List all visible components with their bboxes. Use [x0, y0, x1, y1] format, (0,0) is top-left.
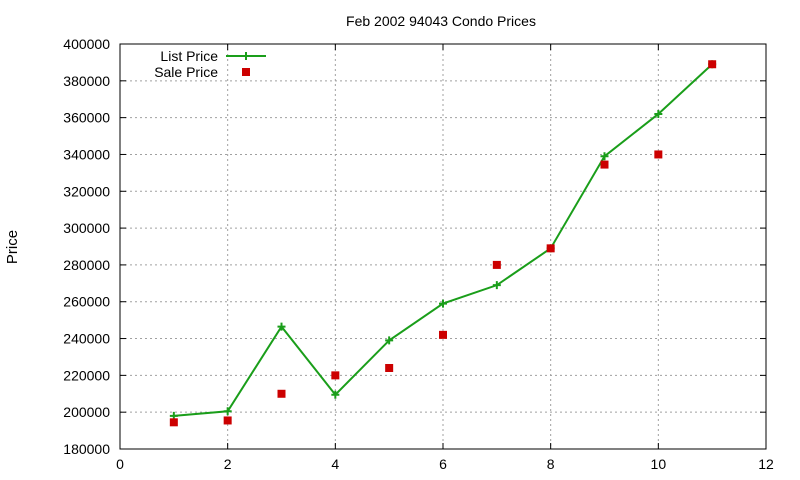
- list-price-point: [277, 322, 286, 331]
- y-tick-label: 220000: [63, 367, 110, 383]
- sale-price-point: [169, 418, 178, 427]
- y-tick-label: 340000: [63, 146, 110, 162]
- x-tick-label: 6: [439, 456, 447, 472]
- y-tick-label: 240000: [63, 331, 110, 347]
- sale-price-point: [385, 364, 394, 372]
- axes: [119, 43, 767, 450]
- sale-price-point: [708, 60, 717, 69]
- x-tick-label: 12: [758, 456, 774, 472]
- sale-price-point: [654, 150, 663, 159]
- y-tick-label: 380000: [63, 73, 110, 89]
- sale-price-point: [439, 330, 447, 339]
- x-tick-label: 2: [224, 456, 232, 472]
- x-tick-label: 0: [116, 456, 124, 472]
- list-price-point: [600, 152, 609, 161]
- sale-price-legend-marker: [242, 68, 250, 76]
- list-price-point: [223, 407, 232, 416]
- x-tick-label: 8: [547, 456, 555, 472]
- list-price-legend-marker: [242, 52, 250, 60]
- y-tick-label: 360000: [63, 110, 110, 126]
- chart-title: Feb 2002 94043 Condo Prices: [346, 13, 536, 29]
- sale-price-point: [331, 371, 340, 380]
- y-tick-label: 300000: [63, 220, 110, 236]
- sale-price-point: [546, 244, 555, 253]
- data-series: [169, 60, 717, 427]
- list-price-point: [331, 390, 340, 399]
- list-price-legend-label: List Price: [160, 48, 218, 64]
- list-price-point: [439, 299, 447, 308]
- sale-price-legend-label: Sale Price: [154, 64, 218, 80]
- y-tick-label: 200000: [63, 404, 110, 420]
- x-tick-label: 4: [331, 456, 339, 472]
- y-tick-label: 320000: [63, 183, 110, 199]
- y-tick-label: 400000: [63, 36, 110, 52]
- y-tick-label: 260000: [63, 294, 110, 310]
- y-tick-label: 180000: [63, 441, 110, 457]
- list-price-point: [492, 281, 501, 290]
- y-axis-label: Price: [4, 230, 21, 264]
- x-tick-label: 10: [651, 456, 667, 472]
- list-price-point: [385, 336, 394, 345]
- sale-price-series: [169, 60, 717, 427]
- sale-price-point: [223, 416, 232, 425]
- sale-price-point: [277, 389, 286, 398]
- list-price-point: [654, 109, 663, 118]
- y-tick-label: 280000: [63, 257, 110, 273]
- sale-price-point: [492, 260, 501, 269]
- sale-price-point: [600, 160, 609, 169]
- tick-labels: 180000 200000 220000 240000 260000 280000 3000…: [63, 36, 774, 472]
